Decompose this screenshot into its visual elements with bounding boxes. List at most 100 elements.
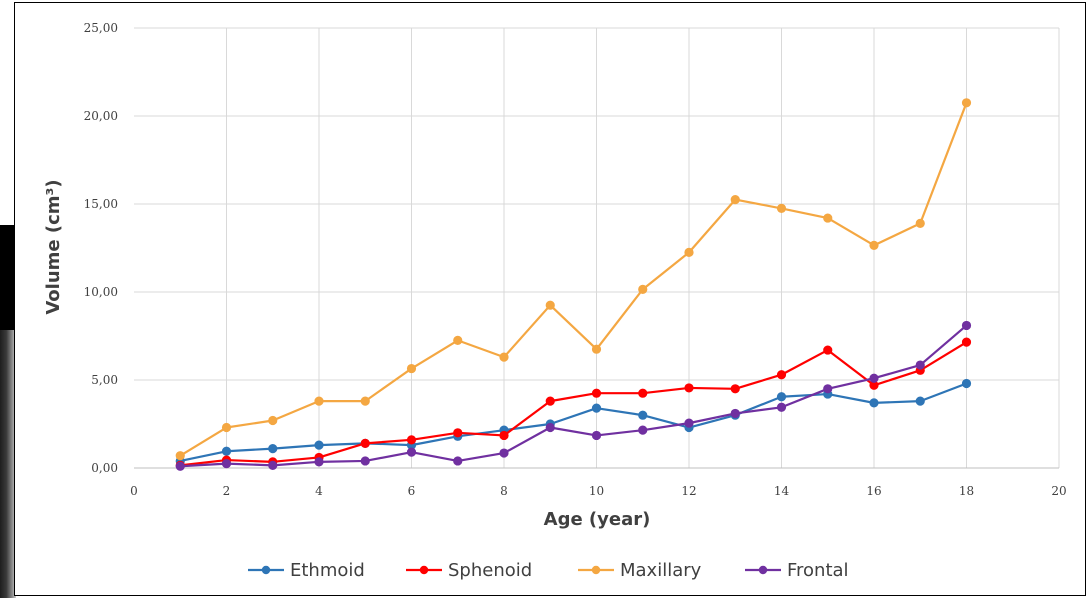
data-point <box>591 430 602 441</box>
data-point <box>591 403 602 413</box>
data-point <box>869 398 879 408</box>
data-point <box>730 195 740 205</box>
legend-marker <box>758 565 768 575</box>
x-tick-label: 16 <box>866 484 881 498</box>
x-tick-label: 20 <box>1051 484 1066 498</box>
x-tick-label: 4 <box>315 484 323 498</box>
legend-item-frontal: Frontal <box>745 560 849 581</box>
data-point <box>823 345 833 355</box>
y-tick-label: 10,00 <box>84 285 118 299</box>
data-point <box>684 383 694 393</box>
line-chart: 0,00 5,00 10,00 15,00 20,00 25,00 0 2 4 6 8 10 12 14… <box>43 21 1067 581</box>
data-point <box>823 213 833 223</box>
background-image-dark-area <box>0 225 16 330</box>
series-line <box>180 341 968 467</box>
data-point <box>961 320 972 331</box>
x-tick-label: 14 <box>774 484 790 498</box>
data-point <box>961 378 972 389</box>
data-point <box>591 344 602 354</box>
data-point <box>175 461 185 471</box>
data-point <box>638 284 648 294</box>
data-point <box>915 396 925 406</box>
series-line <box>180 324 968 468</box>
data-point <box>499 430 509 441</box>
data-point <box>869 240 879 250</box>
x-tick-label: 18 <box>959 484 974 498</box>
x-tick-label: 10 <box>589 484 604 498</box>
x-tick-label: 6 <box>408 484 416 498</box>
data-point <box>360 396 370 406</box>
data-point <box>221 458 232 469</box>
x-tick-label: 2 <box>223 484 231 498</box>
x-tick-label: 0 <box>130 484 138 498</box>
x-tick-labels: 0 2 4 6 8 10 12 14 16 18 20 <box>130 484 1066 498</box>
data-point <box>961 98 972 108</box>
data-point <box>453 428 463 438</box>
y-tick-labels: 0,00 5,00 10,00 15,00 20,00 25,00 <box>84 21 118 475</box>
data-point <box>221 422 232 433</box>
data-point <box>453 456 463 466</box>
data-point <box>499 352 509 362</box>
y-tick-label: 25,00 <box>84 21 118 35</box>
data-point <box>545 300 555 310</box>
y-axis-title: Volume (cm³) <box>43 179 64 314</box>
y-tick-label: 0,00 <box>91 461 118 475</box>
data-point <box>314 457 324 467</box>
data-point <box>591 388 602 398</box>
legend-item-maxillary: Maxillary <box>578 560 702 581</box>
x-tick-label: 12 <box>681 484 696 498</box>
data-point <box>221 446 232 456</box>
legend-label: Ethmoid <box>290 560 365 581</box>
data-point <box>406 435 417 445</box>
data-point <box>499 448 509 458</box>
data-point <box>406 447 417 457</box>
data-point <box>776 203 787 213</box>
series-frontal <box>175 320 972 471</box>
data-point <box>638 410 648 420</box>
series-line <box>180 382 967 463</box>
data-point <box>638 388 648 398</box>
y-tick-label: 5,00 <box>91 373 118 387</box>
data-point <box>314 396 324 406</box>
data-point <box>730 384 740 394</box>
y-tick-label: 20,00 <box>84 109 118 123</box>
x-axis-title: Age (year) <box>544 509 651 530</box>
legend-item-sphenoid: Sphenoid <box>406 560 532 581</box>
data-point <box>961 337 972 347</box>
data-point <box>545 422 555 433</box>
legend-marker <box>261 565 271 575</box>
data-point <box>776 402 787 412</box>
data-point <box>823 384 833 394</box>
series-maxillary <box>175 98 972 461</box>
legend-marker <box>591 565 601 575</box>
series-lines <box>175 98 972 471</box>
data-point <box>453 335 463 345</box>
x-tick-label: 8 <box>500 484 508 498</box>
y-tick-label: 15,00 <box>84 197 118 211</box>
legend: Ethmoid Sphenoid Maxillary Frontal <box>248 560 849 581</box>
data-point <box>915 218 925 228</box>
legend-marker <box>419 565 429 575</box>
data-point <box>776 370 787 380</box>
series-ethmoid <box>175 378 972 466</box>
data-point <box>684 247 694 257</box>
data-point <box>545 396 555 406</box>
data-point <box>730 408 740 419</box>
data-point <box>175 451 185 461</box>
data-point <box>360 456 370 466</box>
data-point <box>406 363 417 374</box>
data-point <box>684 418 694 428</box>
data-point <box>638 425 648 435</box>
legend-item-ethmoid: Ethmoid <box>248 560 365 581</box>
legend-label: Maxillary <box>620 560 702 581</box>
data-point <box>776 392 787 402</box>
chart-frame: 0,00 5,00 10,00 15,00 20,00 25,00 0 2 4 6 8 10 12 14… <box>14 2 1086 596</box>
data-point <box>268 444 278 454</box>
series-sphenoid <box>175 337 972 470</box>
legend-label: Sphenoid <box>448 560 532 581</box>
data-point <box>314 440 324 450</box>
data-point <box>268 460 278 470</box>
data-point <box>360 438 370 448</box>
data-point <box>268 415 278 426</box>
legend-label: Frontal <box>787 560 849 581</box>
